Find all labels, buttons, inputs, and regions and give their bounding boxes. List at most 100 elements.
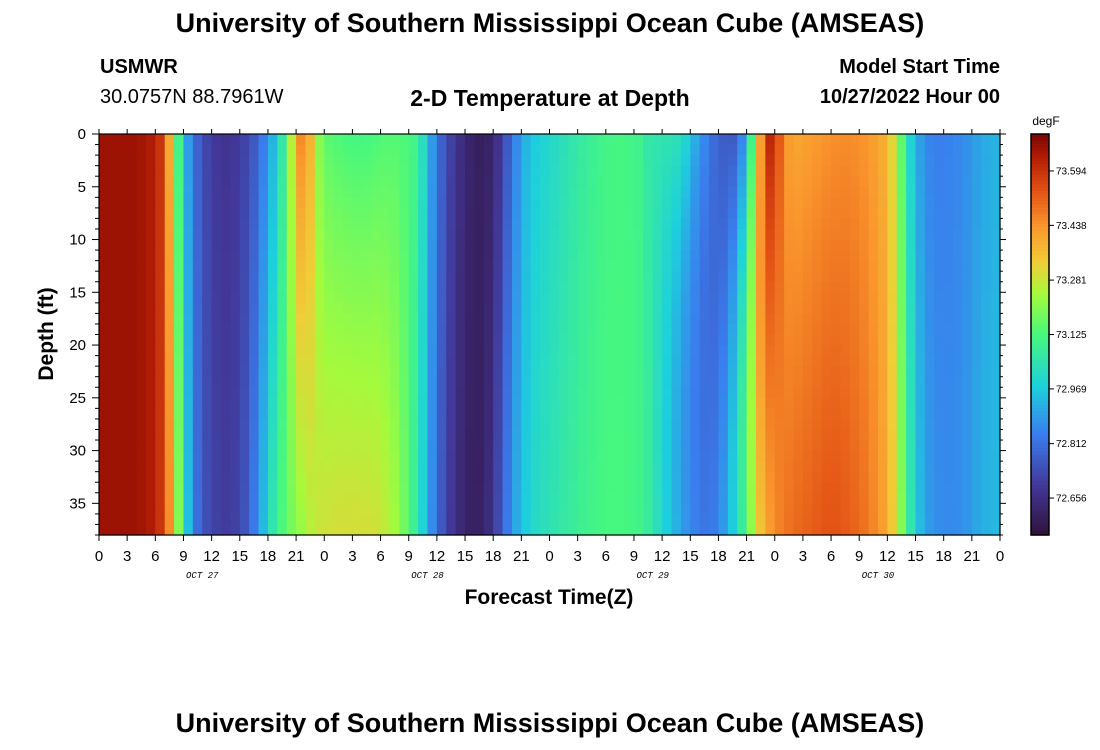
heatmap-cell bbox=[774, 366, 785, 378]
heatmap-cell bbox=[305, 450, 316, 462]
heatmap-cell bbox=[521, 482, 532, 494]
heatmap-cell bbox=[887, 302, 898, 314]
heatmap-cell bbox=[258, 292, 269, 304]
heatmap-cell bbox=[108, 513, 119, 526]
heatmap-cell bbox=[324, 492, 335, 504]
heatmap-cell bbox=[643, 492, 654, 504]
heatmap-cell bbox=[906, 281, 917, 293]
heatmap-cell bbox=[436, 239, 447, 251]
heatmap-cell bbox=[117, 524, 128, 536]
heatmap-cell bbox=[943, 197, 954, 209]
heatmap-cell bbox=[258, 302, 269, 314]
heatmap-cell bbox=[164, 429, 175, 441]
heatmap-cell bbox=[521, 260, 532, 272]
colorbar-segment bbox=[1031, 200, 1049, 205]
heatmap-cell bbox=[633, 313, 644, 325]
heatmap-cell bbox=[408, 429, 419, 441]
heatmap-cell bbox=[108, 387, 119, 399]
heatmap-cell bbox=[587, 440, 598, 452]
heatmap-cell bbox=[784, 366, 795, 378]
heatmap-cell bbox=[352, 313, 363, 325]
heatmap-cell bbox=[840, 281, 851, 293]
heatmap-cell bbox=[577, 197, 588, 209]
heatmap-cell bbox=[615, 503, 626, 515]
heatmap-cell bbox=[211, 313, 222, 325]
heatmap-cell bbox=[192, 429, 203, 441]
heatmap-cell bbox=[549, 482, 560, 494]
heatmap-cell bbox=[389, 397, 400, 409]
colorbar-segment bbox=[1031, 384, 1049, 389]
heatmap-cell bbox=[117, 176, 128, 188]
heatmap-cell bbox=[962, 186, 973, 198]
heatmap-cell bbox=[587, 197, 598, 209]
heatmap-cell bbox=[286, 345, 297, 357]
heatmap-cell bbox=[258, 461, 269, 473]
heatmap-cell bbox=[558, 376, 569, 388]
heatmap-cell bbox=[192, 134, 203, 146]
heatmap-cell bbox=[371, 228, 382, 241]
heatmap-cell bbox=[906, 387, 917, 399]
heatmap-cell bbox=[802, 281, 813, 293]
heatmap-cell bbox=[549, 250, 560, 262]
heatmap-cell bbox=[389, 144, 400, 156]
heatmap-cell bbox=[192, 450, 203, 462]
heatmap-cell bbox=[343, 292, 354, 304]
heatmap-cell bbox=[765, 461, 776, 473]
heatmap-cell bbox=[164, 271, 175, 283]
heatmap-cell bbox=[164, 313, 175, 325]
heatmap-cell bbox=[465, 250, 476, 262]
heatmap-cell bbox=[296, 408, 307, 420]
heatmap-cell bbox=[99, 239, 109, 251]
heatmap-cell bbox=[868, 228, 879, 241]
heatmap-cell bbox=[821, 313, 832, 325]
heatmap-cell bbox=[737, 218, 748, 230]
heatmap-cell bbox=[737, 302, 748, 314]
heatmap-cell bbox=[267, 218, 278, 230]
heatmap-cell bbox=[493, 366, 504, 378]
heatmap-cell bbox=[192, 271, 203, 283]
x-tick-label: 18 bbox=[260, 548, 277, 565]
heatmap-cell bbox=[793, 218, 804, 230]
heatmap-cell bbox=[971, 292, 982, 304]
heatmap-cell bbox=[211, 239, 222, 251]
heatmap-cell bbox=[277, 482, 288, 494]
heatmap-cell bbox=[239, 334, 250, 346]
heatmap-cell bbox=[465, 197, 476, 209]
heatmap-cell bbox=[615, 471, 626, 483]
heatmap-cell bbox=[540, 513, 551, 526]
heatmap-cell bbox=[192, 471, 203, 483]
heatmap-cell bbox=[202, 471, 213, 483]
heatmap-cell bbox=[699, 292, 710, 304]
heatmap-cell bbox=[924, 524, 935, 536]
heatmap-cell bbox=[361, 207, 372, 220]
heatmap-cell bbox=[934, 461, 945, 473]
heatmap-cell bbox=[540, 271, 551, 283]
heatmap-cell bbox=[624, 260, 635, 272]
heatmap-cell bbox=[765, 376, 776, 388]
heatmap-cell bbox=[530, 387, 541, 399]
heatmap-cell bbox=[277, 366, 288, 378]
heatmap-cell bbox=[924, 418, 935, 431]
heatmap-cell bbox=[286, 355, 297, 367]
heatmap-cell bbox=[596, 461, 607, 473]
heatmap-cell bbox=[915, 461, 926, 473]
heatmap-cell bbox=[455, 207, 466, 220]
heatmap-cell bbox=[540, 281, 551, 293]
heatmap-cell bbox=[474, 461, 485, 473]
heatmap-cell bbox=[99, 345, 109, 357]
heatmap-cell bbox=[343, 355, 354, 367]
heatmap-cell bbox=[446, 503, 457, 515]
heatmap-cell bbox=[709, 429, 720, 441]
colorbar-segment bbox=[1031, 160, 1049, 165]
heatmap-cell bbox=[127, 482, 138, 494]
heatmap-cell bbox=[784, 176, 795, 188]
heatmap-cell bbox=[727, 366, 738, 378]
heatmap-cell bbox=[267, 387, 278, 399]
heatmap-cell bbox=[699, 144, 710, 156]
heatmap-cell bbox=[324, 524, 335, 536]
heatmap-cell bbox=[934, 281, 945, 293]
heatmap-cell bbox=[249, 197, 260, 209]
heatmap-cell bbox=[117, 281, 128, 293]
heatmap-cell bbox=[587, 271, 598, 283]
colorbar-segment bbox=[1031, 501, 1049, 506]
